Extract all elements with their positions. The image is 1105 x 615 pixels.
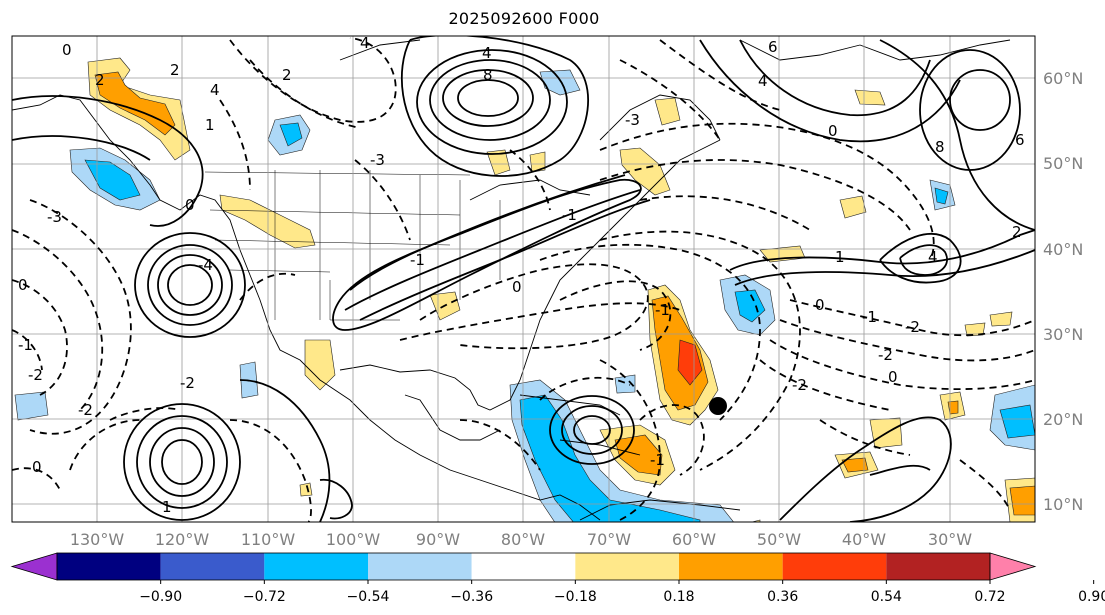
colorbar-frame [56, 552, 991, 581]
dashed-contours [12, 37, 1035, 522]
lon-label: 40°W [842, 530, 886, 549]
colorbar-swatch [368, 553, 472, 580]
map-gridlines [12, 36, 1035, 522]
solid-contours [12, 36, 1035, 522]
contour-label: 1 [162, 498, 172, 516]
contour-label: 0 [32, 458, 42, 476]
contour-label: 0 [828, 122, 838, 140]
colorbar-swatch [160, 553, 265, 580]
contour-label: 6 [768, 38, 778, 56]
contour-labels: 0 2 2 4 4 2 1 0 4 8 6 4 0 8 6 4 2 1 0 -1… [18, 34, 1025, 516]
contour-label: 4 [482, 44, 492, 62]
contour-label: -3 [625, 111, 640, 129]
colorbar-swatch [575, 553, 679, 580]
lon-label: 130°W [70, 530, 125, 549]
contour-label: 4 [360, 34, 370, 52]
colorbar-extend-high [989, 552, 1037, 581]
coastlines [12, 39, 1011, 521]
contour-label: 0 [18, 276, 28, 294]
lat-label: 20°N [1043, 410, 1083, 429]
longitude-labels: 130°W 120°W 110°W 100°W 90°W 80°W 70°W 6… [70, 530, 972, 549]
contour-label: -2 [78, 401, 93, 419]
contour-label: -1 [862, 308, 877, 326]
colorbar-swatch [679, 553, 783, 580]
contour-label: 0 [62, 41, 72, 59]
colorbar-tick-label: −0.54 [347, 589, 390, 605]
colorbar-swatch [57, 553, 161, 580]
lon-label: 70°W [587, 530, 631, 549]
contour-label: -3 [370, 151, 385, 169]
colorbar-tick-label: −0.18 [554, 589, 597, 605]
contour-label: 0 [888, 368, 898, 386]
contour-label: 0 [185, 196, 195, 214]
contour-label: -2 [180, 374, 195, 392]
contour-label: 2 [282, 66, 292, 84]
contour-label: 8 [935, 138, 945, 156]
contour-label: -2 [905, 318, 920, 336]
colorbar-tick-label: −0.90 [139, 589, 182, 605]
contour-label: -1 [655, 301, 670, 319]
colorbar-tick-label: 0.18 [663, 589, 694, 605]
shaded-field [14, 57, 1035, 522]
colorbar-tick-label: 0.54 [871, 589, 902, 605]
contour-label: 1 [835, 248, 845, 266]
contour-label: -1 [18, 336, 33, 354]
colorbar-tick-label: 0.90 [1078, 589, 1105, 605]
contour-label: 1 [205, 116, 215, 134]
contour-label: 0 [815, 296, 825, 314]
lon-label: 50°W [757, 530, 801, 549]
lon-label: 80°W [501, 530, 545, 549]
lon-label: 60°W [672, 530, 716, 549]
contour-label: -2 [792, 376, 807, 394]
contour-label: 4 [928, 248, 938, 266]
map-title: 2025092600 F000 [448, 9, 600, 28]
lat-label: 50°N [1043, 154, 1083, 173]
colorbar [10, 552, 1037, 581]
contour-label: -1 [410, 251, 425, 269]
colorbar-swatch [471, 553, 576, 580]
colorbar-tick-label: 0.36 [767, 589, 798, 605]
colorbar-tick-label: 0.72 [974, 589, 1005, 605]
lon-label: 30°W [928, 530, 972, 549]
storm-position-dot [709, 397, 727, 415]
colorbar-swatch [264, 553, 368, 580]
colorbar-tick-label: −0.72 [243, 589, 286, 605]
lat-label: 10°N [1043, 495, 1083, 514]
lon-label: 110°W [241, 530, 296, 549]
contour-label: 2 [95, 71, 105, 89]
contour-label: -3 [47, 208, 62, 226]
colorbar-extend-low [10, 552, 58, 581]
contour-label: -2 [878, 346, 893, 364]
colorbar-ticks: −0.90 −0.72 −0.54 −0.36 −0.18 0.18 0.36 0.54 0.7… [139, 580, 1105, 605]
contour-label: -2 [28, 366, 43, 384]
colorbar-tick-label: −0.36 [450, 589, 493, 605]
lon-label: 120°W [155, 530, 210, 549]
lat-label: 60°N [1043, 69, 1083, 88]
lat-label: 40°N [1043, 240, 1083, 259]
colorbar-swatch [886, 553, 990, 580]
contour-label: -1 [650, 451, 665, 469]
contour-label: 8 [483, 66, 493, 84]
contour-label: 2 [170, 61, 180, 79]
contour-label: -1 [562, 206, 577, 224]
map-frame [11, 35, 1036, 523]
colorbar-swatch [782, 553, 887, 580]
contour-label: 2 [1012, 223, 1022, 241]
contour-label: -4 [198, 256, 213, 274]
contour-label: 4 [210, 81, 220, 99]
contour-label: 0 [512, 278, 522, 296]
lon-label: 100°W [326, 530, 381, 549]
lon-label: 90°W [416, 530, 460, 549]
contour-label: 6 [1015, 131, 1025, 149]
lat-label: 30°N [1043, 325, 1083, 344]
latitude-labels: 60°N 50°N 40°N 30°N 20°N 10°N [1043, 69, 1083, 514]
contour-label: 4 [758, 72, 768, 90]
